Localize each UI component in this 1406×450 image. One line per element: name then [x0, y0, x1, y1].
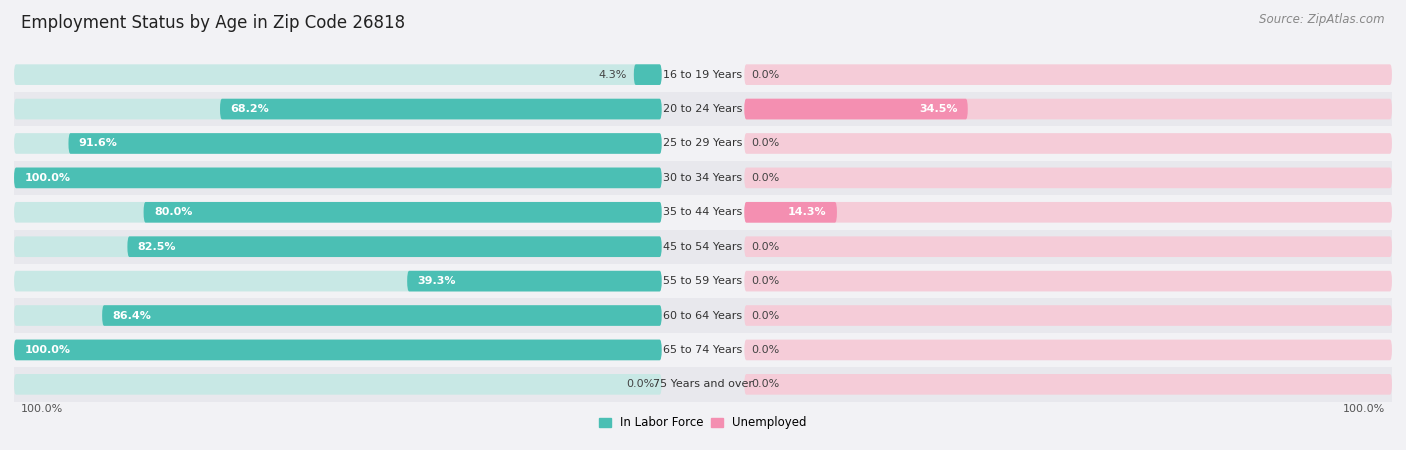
- Text: 55 to 59 Years: 55 to 59 Years: [664, 276, 742, 286]
- FancyBboxPatch shape: [744, 374, 1392, 395]
- Text: 100.0%: 100.0%: [1343, 404, 1385, 414]
- FancyBboxPatch shape: [14, 195, 1392, 230]
- FancyBboxPatch shape: [744, 305, 1392, 326]
- FancyBboxPatch shape: [14, 64, 662, 85]
- FancyBboxPatch shape: [14, 264, 1392, 298]
- FancyBboxPatch shape: [744, 271, 1392, 292]
- FancyBboxPatch shape: [14, 167, 662, 188]
- FancyBboxPatch shape: [744, 340, 1392, 360]
- Text: 35 to 44 Years: 35 to 44 Years: [664, 207, 742, 217]
- FancyBboxPatch shape: [744, 99, 1392, 119]
- FancyBboxPatch shape: [14, 92, 1392, 126]
- Text: 82.5%: 82.5%: [138, 242, 176, 252]
- Text: 80.0%: 80.0%: [153, 207, 193, 217]
- Text: 25 to 29 Years: 25 to 29 Years: [664, 139, 742, 148]
- Text: 100.0%: 100.0%: [21, 404, 63, 414]
- Text: 0.0%: 0.0%: [751, 70, 779, 80]
- FancyBboxPatch shape: [14, 133, 662, 154]
- FancyBboxPatch shape: [744, 99, 967, 119]
- FancyBboxPatch shape: [634, 64, 662, 85]
- FancyBboxPatch shape: [14, 367, 1392, 401]
- Text: 100.0%: 100.0%: [24, 345, 70, 355]
- Text: 65 to 74 Years: 65 to 74 Years: [664, 345, 742, 355]
- Text: 0.0%: 0.0%: [751, 242, 779, 252]
- Legend: In Labor Force, Unemployed: In Labor Force, Unemployed: [595, 412, 811, 434]
- FancyBboxPatch shape: [14, 305, 662, 326]
- FancyBboxPatch shape: [143, 202, 662, 223]
- FancyBboxPatch shape: [14, 230, 1392, 264]
- Text: 0.0%: 0.0%: [627, 379, 655, 389]
- Text: 45 to 54 Years: 45 to 54 Years: [664, 242, 742, 252]
- Text: 0.0%: 0.0%: [751, 379, 779, 389]
- FancyBboxPatch shape: [14, 161, 1392, 195]
- FancyBboxPatch shape: [103, 305, 662, 326]
- Text: 100.0%: 100.0%: [24, 173, 70, 183]
- FancyBboxPatch shape: [69, 133, 662, 154]
- Text: 0.0%: 0.0%: [751, 276, 779, 286]
- FancyBboxPatch shape: [14, 298, 1392, 333]
- FancyBboxPatch shape: [14, 374, 662, 395]
- Text: 0.0%: 0.0%: [751, 345, 779, 355]
- FancyBboxPatch shape: [744, 167, 1392, 188]
- Text: Employment Status by Age in Zip Code 26818: Employment Status by Age in Zip Code 268…: [21, 14, 405, 32]
- Text: 0.0%: 0.0%: [751, 139, 779, 148]
- Text: Source: ZipAtlas.com: Source: ZipAtlas.com: [1260, 14, 1385, 27]
- Text: 91.6%: 91.6%: [79, 139, 118, 148]
- Text: 16 to 19 Years: 16 to 19 Years: [664, 70, 742, 80]
- FancyBboxPatch shape: [744, 133, 1392, 154]
- Text: 39.3%: 39.3%: [418, 276, 456, 286]
- FancyBboxPatch shape: [14, 167, 662, 188]
- Text: 14.3%: 14.3%: [787, 207, 827, 217]
- FancyBboxPatch shape: [128, 236, 662, 257]
- Text: 68.2%: 68.2%: [231, 104, 269, 114]
- Text: 60 to 64 Years: 60 to 64 Years: [664, 310, 742, 320]
- FancyBboxPatch shape: [14, 271, 662, 292]
- FancyBboxPatch shape: [408, 271, 662, 292]
- FancyBboxPatch shape: [14, 126, 1392, 161]
- FancyBboxPatch shape: [14, 340, 662, 360]
- FancyBboxPatch shape: [14, 236, 662, 257]
- FancyBboxPatch shape: [744, 64, 1392, 85]
- FancyBboxPatch shape: [744, 202, 837, 223]
- Text: 0.0%: 0.0%: [751, 173, 779, 183]
- Text: 0.0%: 0.0%: [751, 310, 779, 320]
- Text: 20 to 24 Years: 20 to 24 Years: [664, 104, 742, 114]
- FancyBboxPatch shape: [14, 202, 662, 223]
- FancyBboxPatch shape: [744, 236, 1392, 257]
- Text: 75 Years and over: 75 Years and over: [652, 379, 754, 389]
- Text: 30 to 34 Years: 30 to 34 Years: [664, 173, 742, 183]
- Text: 86.4%: 86.4%: [112, 310, 152, 320]
- FancyBboxPatch shape: [14, 340, 662, 360]
- Text: 34.5%: 34.5%: [920, 104, 957, 114]
- FancyBboxPatch shape: [14, 333, 1392, 367]
- FancyBboxPatch shape: [14, 99, 662, 119]
- Text: 4.3%: 4.3%: [599, 70, 627, 80]
- FancyBboxPatch shape: [14, 58, 1392, 92]
- FancyBboxPatch shape: [744, 202, 1392, 223]
- FancyBboxPatch shape: [219, 99, 662, 119]
